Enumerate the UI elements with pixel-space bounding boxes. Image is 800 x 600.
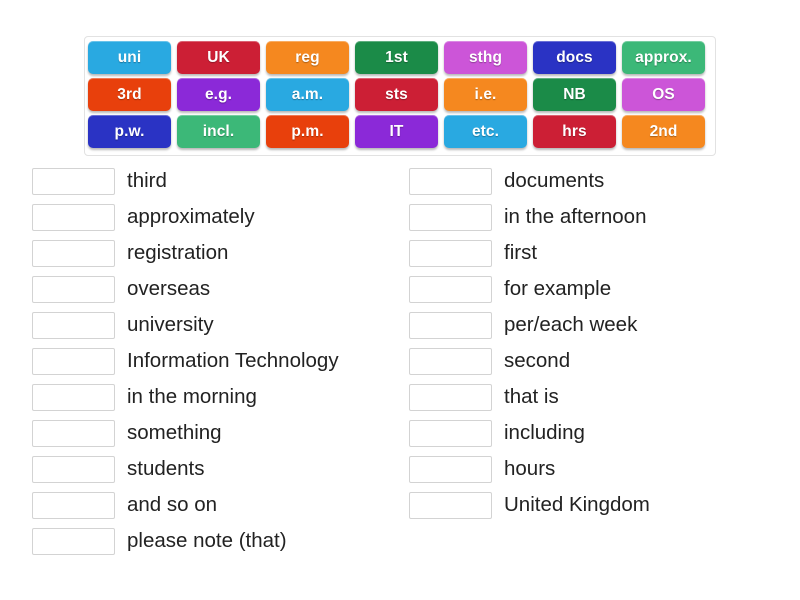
draggable-tile[interactable]: etc. [444,115,527,148]
answer-definition-label: second [504,348,571,372]
draggable-tile[interactable]: 1st [355,41,438,74]
drop-zone[interactable] [409,491,492,519]
drop-zone[interactable] [409,203,492,231]
answer-row: documents [409,163,784,199]
answer-definition-label: students [127,456,205,480]
answer-row: something [32,415,407,451]
draggable-tile[interactable]: 2nd [622,115,705,148]
answer-row: first [409,235,784,271]
answer-definition-label: that is [504,384,559,408]
answer-definition-label: Information Technology [127,348,339,372]
draggable-tile[interactable]: approx. [622,41,705,74]
tile-row: uni UK reg 1st sthg docs approx. [88,41,712,74]
answer-row: that is [409,379,784,415]
drop-zone[interactable] [32,311,115,339]
answer-definition-label: per/each week [504,312,638,336]
draggable-tile[interactable]: docs [533,41,616,74]
answer-definition-label: something [127,420,222,444]
tile-row: 3rd e.g. a.m. sts i.e. NB OS [88,78,712,111]
answer-row: Information Technology [32,343,407,379]
answer-definition-label: documents [504,168,605,192]
answer-row: approximately [32,199,407,235]
answer-definition-label: including [504,420,585,444]
answer-definition-label: hours [504,456,556,480]
drop-zone[interactable] [32,419,115,447]
draggable-tile[interactable]: p.m. [266,115,349,148]
answer-definition-label: university [127,312,214,336]
answer-row: and so on [32,487,407,523]
drop-zone[interactable] [32,383,115,411]
answer-definition-label: third [127,168,167,192]
answer-row: university [32,307,407,343]
answer-definition-label: and so on [127,492,218,516]
draggable-tile[interactable]: IT [355,115,438,148]
draggable-tile[interactable]: UK [177,41,260,74]
answer-definition-label: in the morning [127,384,257,408]
draggable-tile[interactable]: sthg [444,41,527,74]
draggable-tile[interactable]: 3rd [88,78,171,111]
draggable-tile[interactable]: reg [266,41,349,74]
drop-zone[interactable] [409,311,492,339]
drop-zone[interactable] [32,239,115,267]
drop-zone[interactable] [409,419,492,447]
answer-column-right: documents in the afternoon first for exampl… [409,163,784,559]
answer-row: for example [409,271,784,307]
drop-zone[interactable] [32,527,115,555]
answer-column-left: third approximately registration overseas un… [32,163,407,559]
answer-definition-label: approximately [127,204,255,228]
tile-bank: uni UK reg 1st sthg docs approx. 3rd e.g. a.m. st… [84,36,716,156]
answer-row: per/each week [409,307,784,343]
answer-definition-label: first [504,240,538,264]
answer-row: third [32,163,407,199]
draggable-tile[interactable]: OS [622,78,705,111]
answer-definition-label: United Kingdom [504,492,650,516]
drop-zone[interactable] [32,347,115,375]
answer-row: registration [32,235,407,271]
answer-row: including [409,415,784,451]
answer-row: students [32,451,407,487]
drop-zone[interactable] [409,455,492,483]
answer-definition-label: overseas [127,276,211,300]
draggable-tile[interactable]: p.w. [88,115,171,148]
answer-definition-label: in the afternoon [504,204,647,228]
draggable-tile[interactable]: e.g. [177,78,260,111]
drop-zone[interactable] [409,239,492,267]
tile-row: p.w. incl. p.m. IT etc. hrs 2nd [88,115,712,148]
answer-row: hours [409,451,784,487]
draggable-tile[interactable]: NB [533,78,616,111]
answer-definition-label: registration [127,240,229,264]
draggable-tile[interactable]: a.m. [266,78,349,111]
answers-area: third approximately registration overseas un… [0,163,800,559]
drop-zone[interactable] [32,491,115,519]
drop-zone[interactable] [409,275,492,303]
answer-row: overseas [32,271,407,307]
answer-definition-label: please note (that) [127,528,287,552]
drop-zone[interactable] [32,275,115,303]
drop-zone[interactable] [409,347,492,375]
answer-definition-label: for example [504,276,612,300]
draggable-tile[interactable]: uni [88,41,171,74]
draggable-tile[interactable]: incl. [177,115,260,148]
drop-zone[interactable] [32,455,115,483]
answer-row: in the afternoon [409,199,784,235]
answer-row: please note (that) [32,523,407,559]
draggable-tile[interactable]: hrs [533,115,616,148]
drop-zone[interactable] [32,167,115,195]
answer-row: in the morning [32,379,407,415]
answer-row: United Kingdom [409,487,784,523]
drop-zone[interactable] [409,383,492,411]
draggable-tile[interactable]: i.e. [444,78,527,111]
drop-zone[interactable] [409,167,492,195]
draggable-tile[interactable]: sts [355,78,438,111]
drop-zone[interactable] [32,203,115,231]
answer-row: second [409,343,784,379]
